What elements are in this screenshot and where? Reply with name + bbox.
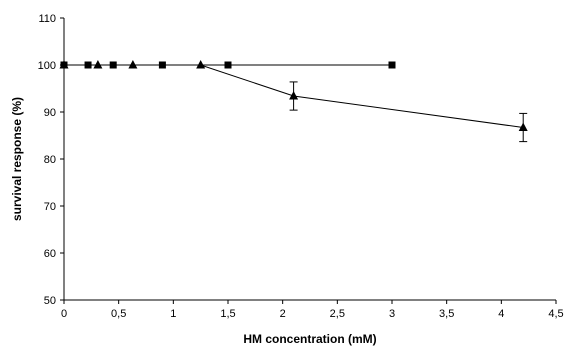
data-point-square xyxy=(224,61,232,69)
x-tick-label: 0 xyxy=(61,308,67,320)
y-tick-label: 90 xyxy=(44,107,56,119)
x-tick-label: 4,5 xyxy=(548,308,563,320)
x-axis-title: HM concentration (mM) xyxy=(243,332,376,346)
series-line xyxy=(64,64,524,129)
data-point-square xyxy=(388,61,396,69)
y-axis-title: survival response (%) xyxy=(10,97,24,221)
x-tick-label: 1,5 xyxy=(220,308,235,320)
x-tick-label: 4 xyxy=(498,308,504,320)
data-point-triangle xyxy=(128,60,138,69)
x-tick-label: 2 xyxy=(280,308,286,320)
series-triangle xyxy=(59,60,528,143)
y-tick-label: 80 xyxy=(44,154,56,166)
y-tick-label: 60 xyxy=(44,248,56,260)
y-ticks: 50 60 70 80 90 100 110 xyxy=(38,13,64,307)
y-tick-label: 100 xyxy=(38,60,56,72)
plot-area xyxy=(64,18,556,300)
data-point-triangle xyxy=(289,91,299,100)
x-tick-label: 3 xyxy=(389,308,395,320)
x-tick-label: 0,5 xyxy=(111,308,126,320)
y-tick-label: 110 xyxy=(38,13,56,25)
x-tick-label: 3,5 xyxy=(439,308,454,320)
x-tick-label: 1 xyxy=(170,308,176,320)
y-tick-label: 70 xyxy=(44,201,56,213)
x-tick-label: 2,5 xyxy=(330,308,345,320)
x-ticks: 0 0,5 1 1,5 2 2,5 3 3,5 4 4,5 xyxy=(61,300,564,320)
data-point-triangle xyxy=(518,122,528,132)
data-point-triangle xyxy=(93,60,103,69)
data-point-triangle xyxy=(196,60,206,69)
y-tick-label: 50 xyxy=(44,295,56,307)
